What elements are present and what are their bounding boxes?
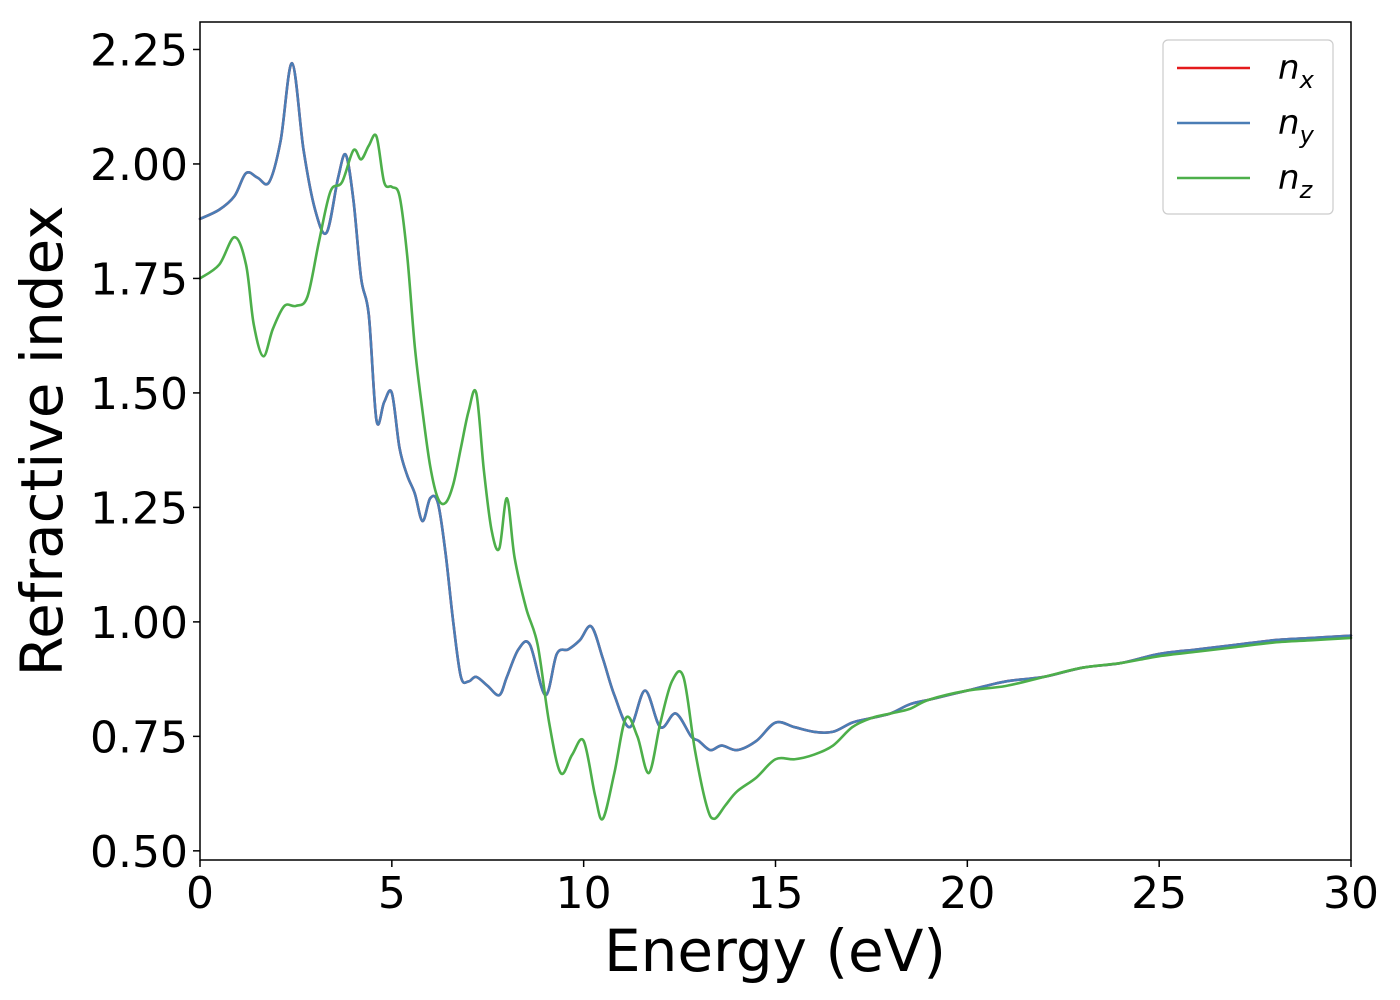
x-tick-label: 30 [1323, 868, 1379, 919]
y-tick-label: 0.75 [90, 712, 188, 763]
y-tick-label: 1.50 [90, 369, 188, 420]
y-tick-label: 2.00 [90, 140, 188, 191]
x-tick-label: 20 [939, 868, 995, 919]
x-tick-label: 15 [748, 868, 804, 919]
x-tick-label: 10 [556, 868, 612, 919]
series-line-nz [198, 133, 1353, 821]
y-tick-label: 1.00 [90, 598, 188, 649]
chart-axes: 0 5 10 15 20 25 30 0.50 0.75 1.00 1.25 1.50 1.75 2.00… [90, 25, 1379, 919]
legend-frame [1162, 39, 1334, 215]
legend-label-ny: ny [1278, 103, 1315, 149]
y-tick-label: 0.50 [90, 827, 188, 878]
legend-label-nx: nx [1278, 48, 1315, 94]
y-tick-label: 2.25 [90, 25, 188, 76]
chart-marks [198, 61, 1353, 821]
y-tick-label: 1.25 [90, 483, 188, 534]
y-tick-label: 1.75 [90, 254, 188, 305]
x-tick-label: 25 [1131, 868, 1187, 919]
y-axis-title: Refractive index [8, 205, 76, 676]
x-axis-title: Energy (eV) [604, 917, 946, 985]
x-tick-label: 5 [378, 868, 406, 919]
x-tick-label: 0 [186, 868, 214, 919]
